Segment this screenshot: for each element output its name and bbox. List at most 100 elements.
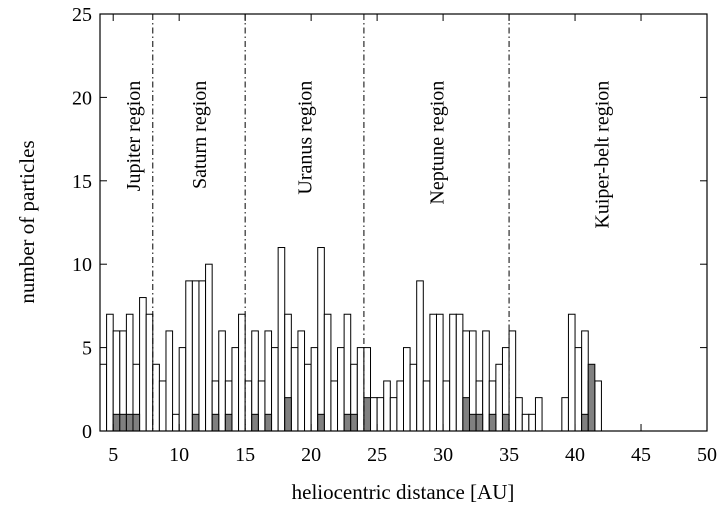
- open-bar: [323, 313, 332, 432]
- filled-bar: [581, 413, 589, 432]
- open-bar: [125, 313, 134, 432]
- filled-bar: [350, 413, 358, 432]
- filled-bar: [284, 397, 292, 432]
- y-tick-label: 25: [72, 4, 92, 26]
- open-bar: [244, 380, 253, 432]
- y-tick-label: 10: [72, 254, 92, 276]
- open-bar: [198, 280, 207, 432]
- filled-bar: [211, 413, 220, 432]
- region-label: Uranus region: [295, 81, 317, 195]
- open-bar: [330, 380, 339, 432]
- filled-bar: [251, 413, 259, 432]
- x-tick-label: 20: [301, 444, 321, 466]
- open-bar: [515, 397, 523, 432]
- open-bar: [435, 313, 444, 432]
- open-bar: [416, 280, 424, 432]
- filled-bar: [119, 413, 127, 432]
- open-bar: [370, 397, 378, 432]
- x-tick-label: 25: [367, 444, 387, 466]
- open-bar: [561, 397, 569, 432]
- y-tick-label: 0: [82, 421, 92, 443]
- open-bar: [534, 397, 543, 432]
- open-bar: [178, 347, 187, 432]
- filled-bar: [343, 413, 352, 432]
- open-bar: [297, 330, 306, 432]
- y-axis-label: number of particles: [15, 140, 39, 303]
- open-bar: [271, 347, 279, 432]
- open-bar: [257, 380, 266, 432]
- filled-bar: [317, 413, 325, 432]
- x-tick-label: 5: [108, 444, 118, 466]
- filled-bar: [132, 413, 141, 432]
- open-bar: [429, 313, 437, 432]
- open-bar-series: [99, 247, 602, 432]
- open-bar: [343, 313, 352, 432]
- open-bar: [191, 280, 200, 432]
- open-bar: [449, 313, 457, 432]
- filled-bar: [125, 413, 134, 432]
- open-bar: [304, 363, 312, 432]
- x-tick-label: 30: [433, 444, 453, 466]
- filled-bar-series: [112, 363, 596, 432]
- open-bar: [337, 347, 345, 432]
- open-bar: [389, 397, 398, 432]
- plot-frame: [99, 13, 708, 432]
- open-bar: [574, 347, 583, 432]
- region-label: Saturn region: [189, 81, 211, 189]
- filled-bar: [587, 363, 596, 432]
- open-bar: [508, 330, 517, 432]
- open-bar: [290, 347, 299, 432]
- open-bar: [409, 363, 418, 432]
- open-bar: [165, 330, 174, 432]
- open-bar: [185, 280, 193, 432]
- y-tick-label: 20: [72, 87, 92, 109]
- x-tick-label: 45: [631, 444, 651, 466]
- y-tick-label: 5: [82, 338, 92, 360]
- open-bar: [376, 397, 385, 432]
- open-bar: [238, 313, 246, 432]
- region-label: Neptune region: [426, 81, 448, 205]
- open-bar: [310, 347, 319, 432]
- open-bar: [567, 313, 576, 432]
- filled-bar: [501, 413, 510, 432]
- open-bar: [521, 413, 530, 432]
- region-label: Jupiter region: [123, 81, 145, 192]
- filled-bar: [264, 413, 273, 432]
- x-tick-label: 10: [169, 444, 189, 466]
- open-bar: [277, 247, 286, 432]
- x-tick-label: 50: [697, 444, 717, 466]
- open-bar: [172, 413, 180, 432]
- filled-bar: [462, 397, 470, 432]
- filled-bar: [468, 413, 477, 432]
- filled-bar: [363, 397, 372, 432]
- open-bar: [528, 413, 536, 432]
- filled-bar: [191, 413, 200, 432]
- open-bar: [442, 380, 451, 432]
- x-tick-label: 35: [499, 444, 519, 466]
- open-bar: [106, 313, 114, 432]
- filled-bar: [224, 413, 233, 432]
- region-dividers: [152, 14, 510, 431]
- open-bar: [218, 330, 226, 432]
- open-bar: [158, 380, 167, 432]
- bars-layer: [99, 247, 602, 432]
- open-bar: [356, 347, 365, 432]
- filled-bar: [112, 413, 121, 432]
- open-bar: [455, 313, 464, 432]
- open-bar: [422, 380, 431, 432]
- filled-bar: [475, 413, 484, 432]
- x-tick-label: 15: [235, 444, 255, 466]
- open-bar: [495, 363, 503, 432]
- open-bar: [139, 297, 147, 432]
- open-bar: [594, 380, 602, 432]
- region-label: Kuiper-belt region: [591, 81, 613, 229]
- open-bar: [152, 363, 160, 432]
- open-bar: [205, 263, 213, 432]
- open-bar: [403, 347, 411, 432]
- x-tick-label: 40: [565, 444, 585, 466]
- open-bar: [383, 380, 391, 432]
- open-bar: [145, 313, 154, 432]
- open-bar: [317, 247, 325, 432]
